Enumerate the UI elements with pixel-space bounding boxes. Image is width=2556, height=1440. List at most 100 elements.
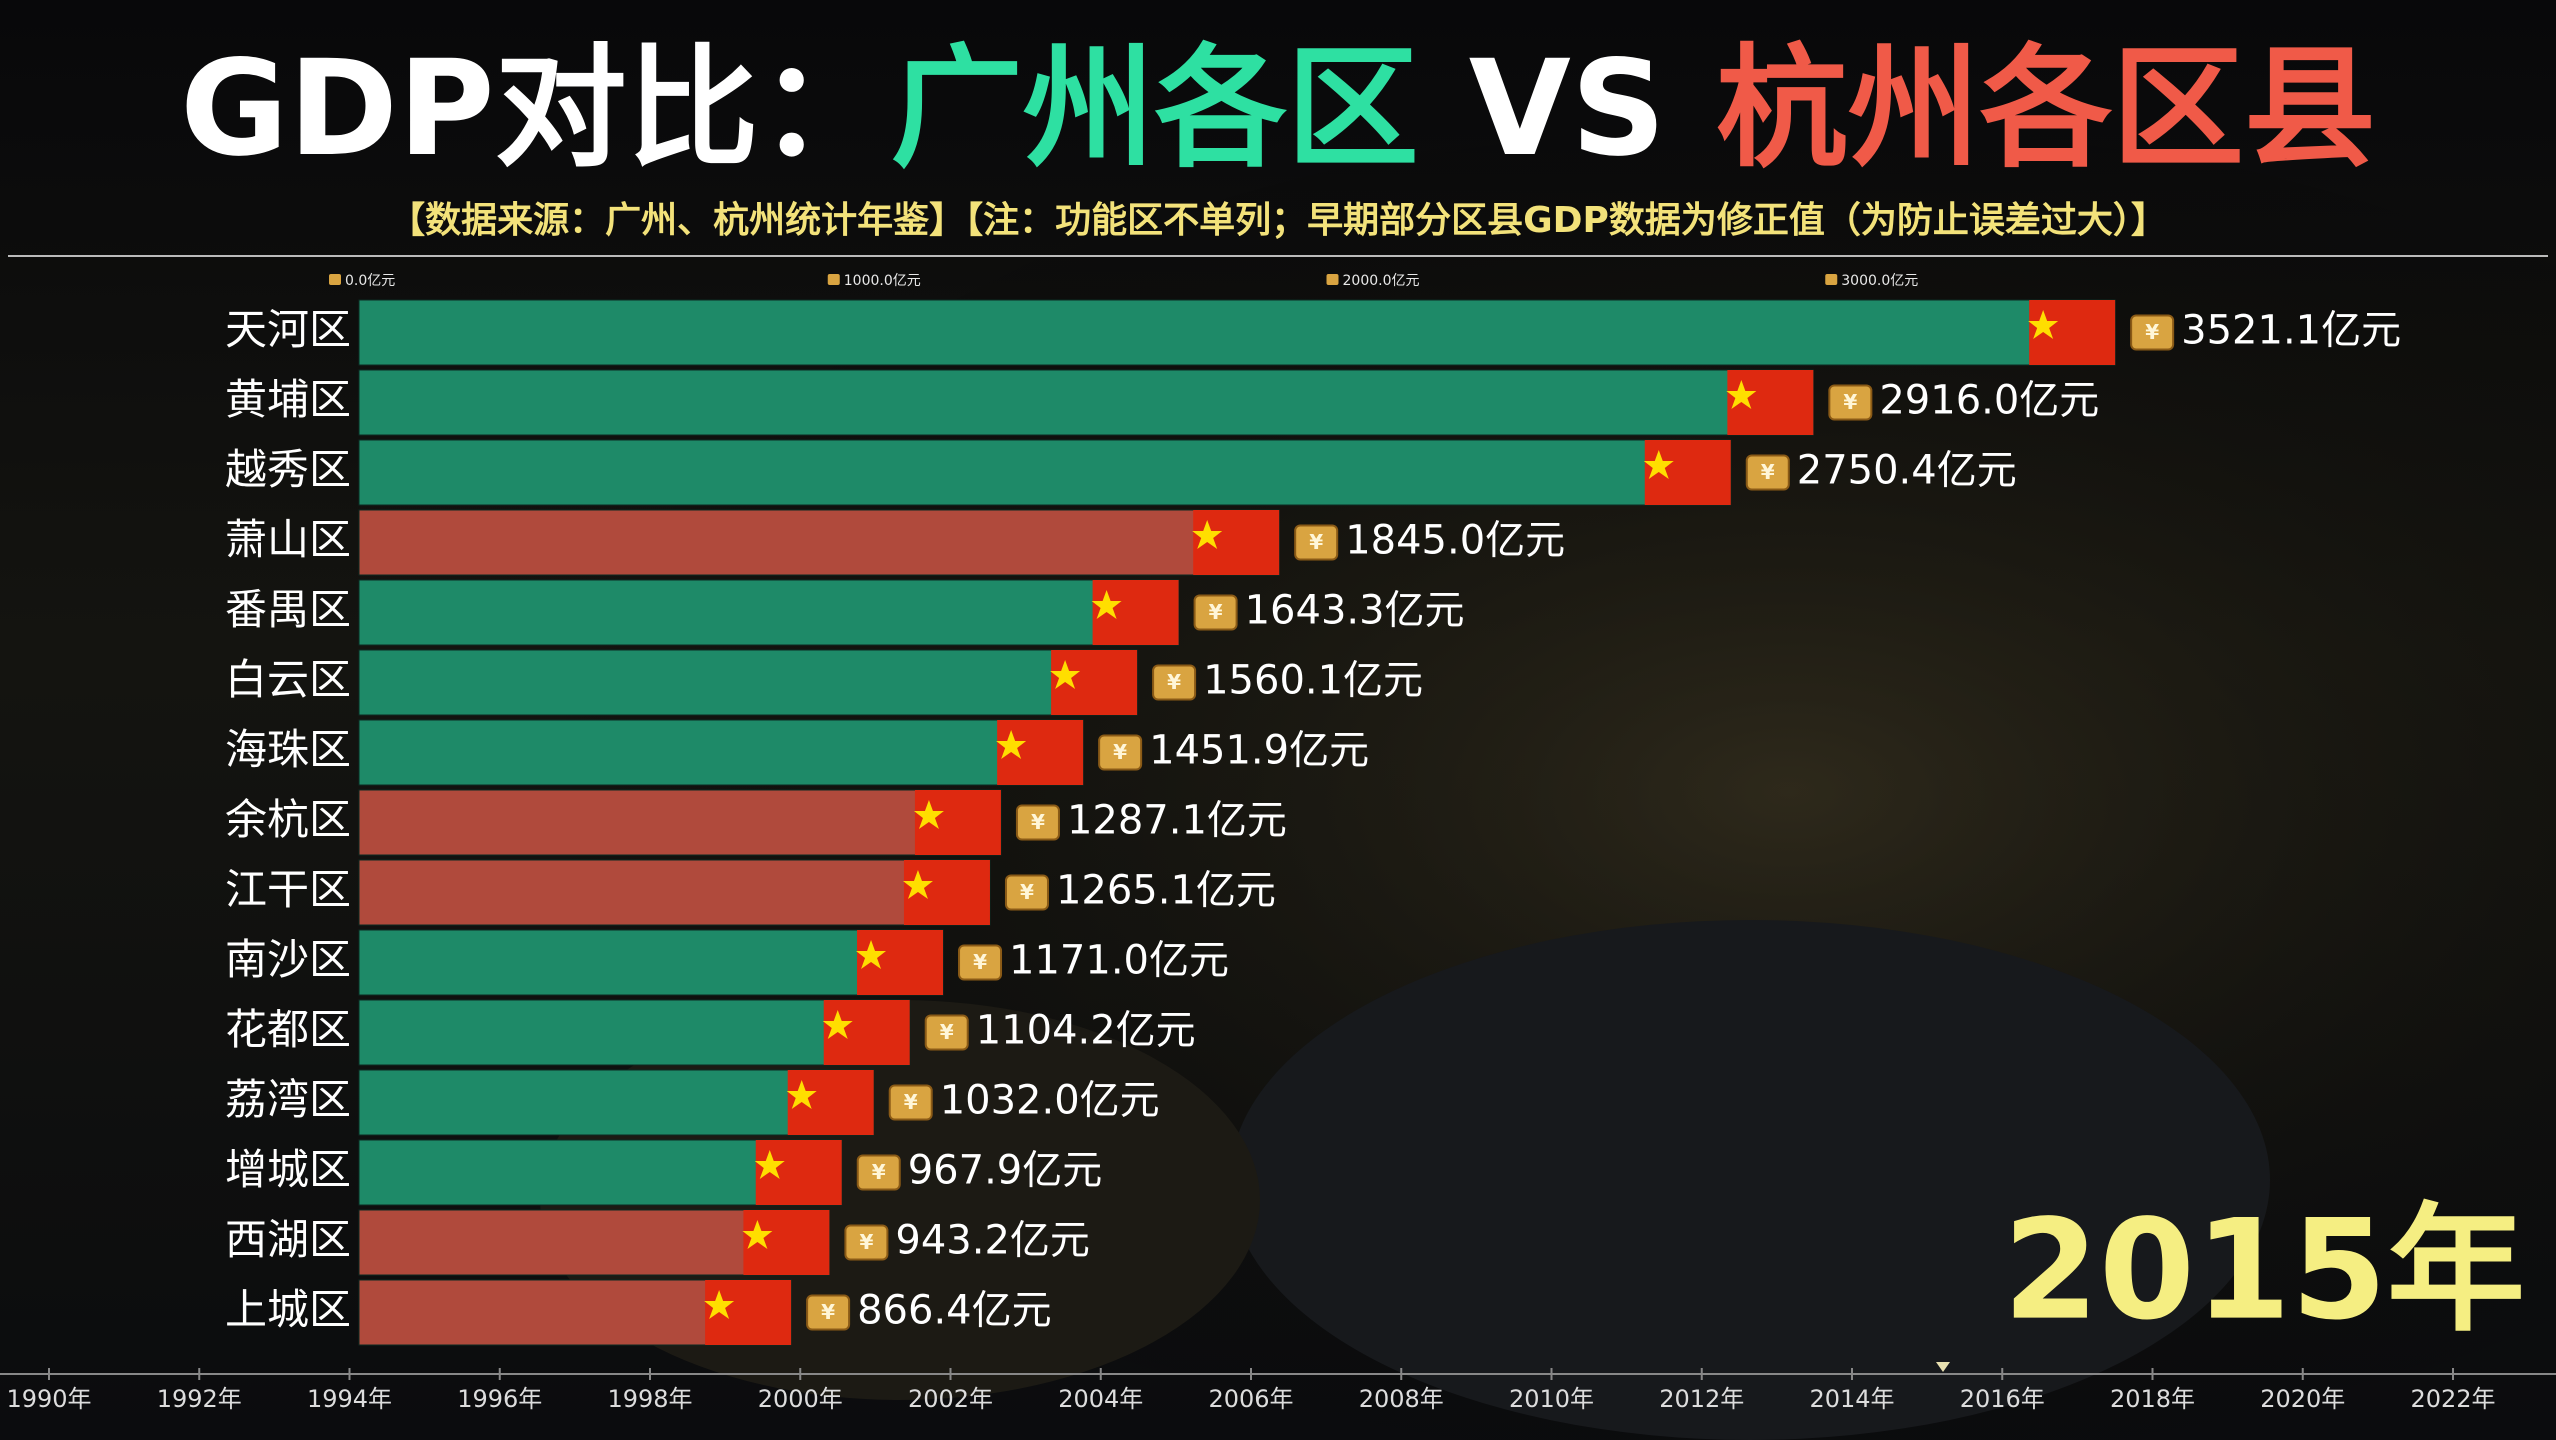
tick-icon xyxy=(329,274,341,285)
tick-icon xyxy=(1825,274,1838,285)
bar xyxy=(358,789,1002,856)
value-icon xyxy=(856,1154,901,1191)
y-tick-label: 天河区 xyxy=(225,305,351,354)
value-icon xyxy=(1193,594,1238,631)
y-tick-label: 越秀区 xyxy=(225,445,351,494)
title-prefix: GDP对比： xyxy=(180,32,891,186)
timeline-label: 2004年 xyxy=(1058,1385,1143,1413)
y-tick-label: 南沙区 xyxy=(225,935,351,984)
y-tick-label: 黄埔区 xyxy=(225,375,351,424)
flag xyxy=(1051,650,1138,715)
background-dome xyxy=(1230,920,2270,1440)
timeline-label: 2006年 xyxy=(1208,1385,1293,1413)
flag xyxy=(755,1140,842,1205)
y-tick-label: 余杭区 xyxy=(225,795,351,844)
value-label: 1287.1亿元 xyxy=(1067,798,1287,844)
bar xyxy=(358,579,1180,646)
value-icon-glyph: ¥ xyxy=(904,1090,918,1114)
flag-star xyxy=(2028,310,2059,339)
flag-star xyxy=(856,940,887,969)
value-icon-glyph: ¥ xyxy=(1309,530,1323,554)
flag-star xyxy=(822,1010,853,1039)
tick-icon xyxy=(1326,274,1339,285)
flag xyxy=(2029,300,2116,365)
y-tick-label: 西湖区 xyxy=(225,1215,351,1264)
value-icon xyxy=(1745,454,1790,491)
x-tick-label: 3000.0亿元 xyxy=(1841,273,1918,289)
y-tick-label: 番禺区 xyxy=(225,585,351,634)
value-icon-glyph: ¥ xyxy=(1113,740,1127,764)
timeline-label: 1994年 xyxy=(307,1385,392,1413)
flag-star xyxy=(754,1150,785,1179)
timeline-label: 2008年 xyxy=(1359,1385,1444,1413)
flag xyxy=(705,1280,792,1345)
title-left: 广州各区 xyxy=(891,32,1419,186)
value-icon-glyph: ¥ xyxy=(1031,810,1045,834)
bar xyxy=(358,719,1084,786)
value-icon xyxy=(924,1014,969,1051)
timeline-label: 2018年 xyxy=(2110,1385,2195,1413)
flag xyxy=(997,720,1084,785)
flag-star xyxy=(1192,520,1223,549)
value-icon-glyph: ¥ xyxy=(2145,320,2159,344)
x-tick-label: 0.0亿元 xyxy=(345,273,395,289)
y-tick-label: 白云区 xyxy=(225,655,351,704)
value-label: 1643.3亿元 xyxy=(1245,588,1465,634)
y-tick-label: 增城区 xyxy=(225,1145,351,1194)
bar xyxy=(358,859,991,926)
value-icon xyxy=(1152,664,1197,701)
flag-star xyxy=(1643,450,1674,479)
value-icon-glyph: ¥ xyxy=(872,1160,886,1184)
flag xyxy=(743,1210,830,1275)
timeline-label: 2000年 xyxy=(758,1385,843,1413)
value-label: 3521.1亿元 xyxy=(2181,308,2401,354)
value-label: 1560.1亿元 xyxy=(1203,658,1423,704)
value-icon-glyph: ¥ xyxy=(940,1020,954,1044)
flag-star xyxy=(1726,380,1757,409)
y-tick-label: 海珠区 xyxy=(225,725,351,774)
value-icon xyxy=(1098,734,1143,771)
value-icon xyxy=(1294,524,1339,561)
flag-star xyxy=(1050,660,1081,689)
subtitle: 【数据来源：广州、杭州统计年鉴】【注：功能区不单列；早期部分区县GDP数据为修正… xyxy=(389,199,2167,241)
title-right: 杭州各区县 xyxy=(1716,32,2376,186)
title-vs: VS xyxy=(1469,32,1666,186)
flag xyxy=(1727,370,1814,435)
value-label: 1171.0亿元 xyxy=(1009,938,1229,984)
flag-star xyxy=(913,800,944,829)
value-label: 2750.4亿元 xyxy=(1797,448,2017,494)
value-label: 866.4亿元 xyxy=(857,1288,1052,1334)
flag-star xyxy=(742,1220,773,1249)
timeline-label: 2020年 xyxy=(2260,1385,2345,1413)
tick-icon xyxy=(827,274,840,285)
timeline-label: 1990年 xyxy=(6,1385,91,1413)
value-label: 1845.0亿元 xyxy=(1345,518,1565,564)
timeline-label: 2002年 xyxy=(908,1385,993,1413)
bar xyxy=(358,929,944,996)
bar xyxy=(358,509,1280,576)
y-tick-label: 上城区 xyxy=(225,1285,351,1334)
value-icon-glyph: ¥ xyxy=(1761,460,1775,484)
timeline-label: 1998年 xyxy=(607,1385,692,1413)
value-label: 1451.9亿元 xyxy=(1149,728,1369,774)
flag xyxy=(903,860,990,925)
value-icon xyxy=(1828,384,1873,421)
current-year: 2015年 xyxy=(2003,1190,2525,1351)
value-label: 967.9亿元 xyxy=(908,1148,1103,1194)
value-icon xyxy=(2130,314,2175,351)
flag-star xyxy=(996,730,1027,759)
value-icon-glyph: ¥ xyxy=(1167,670,1181,694)
y-tick-label: 荔湾区 xyxy=(225,1075,351,1124)
value-icon-glyph: ¥ xyxy=(821,1300,835,1324)
flag xyxy=(1092,580,1179,645)
bar xyxy=(358,369,1814,436)
flag xyxy=(1193,510,1280,575)
value-icon xyxy=(806,1294,851,1331)
timeline-label: 2014年 xyxy=(1809,1385,1894,1413)
timeline-label: 1996年 xyxy=(457,1385,542,1413)
value-label: 1032.0亿元 xyxy=(940,1078,1160,1124)
value-icon-glyph: ¥ xyxy=(859,1230,873,1254)
timeline-label: 2016年 xyxy=(1960,1385,2045,1413)
